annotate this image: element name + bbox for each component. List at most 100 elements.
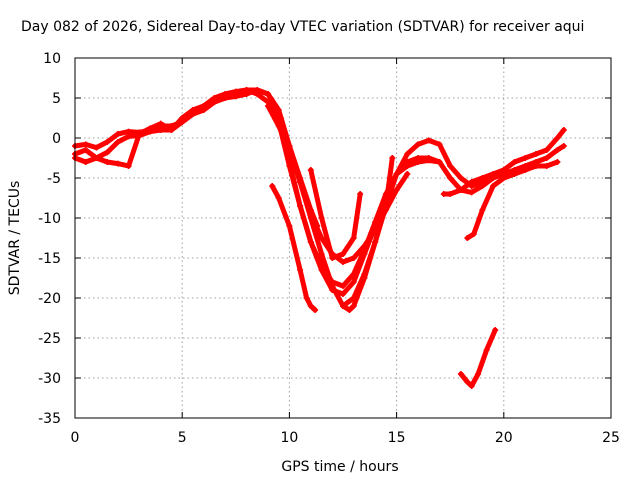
data-point bbox=[93, 144, 100, 151]
series-line bbox=[269, 99, 320, 229]
data-point bbox=[104, 149, 111, 156]
data-point bbox=[483, 347, 490, 353]
data-point bbox=[82, 159, 89, 165]
data-point bbox=[447, 163, 454, 169]
data-point bbox=[340, 251, 346, 257]
data-point bbox=[404, 171, 411, 177]
series-track-3 bbox=[72, 87, 443, 289]
data-point bbox=[286, 143, 293, 149]
data-point bbox=[522, 155, 529, 161]
data-point bbox=[125, 163, 132, 169]
data-point bbox=[511, 171, 518, 177]
data-point bbox=[350, 271, 357, 277]
data-point bbox=[277, 115, 284, 121]
data-point bbox=[361, 271, 368, 277]
data-point bbox=[232, 93, 239, 100]
series-line bbox=[308, 167, 363, 261]
data-point bbox=[468, 189, 475, 196]
data-point bbox=[222, 95, 229, 101]
y-tick-label: -30 bbox=[38, 371, 61, 387]
data-point bbox=[157, 120, 164, 127]
data-point bbox=[104, 159, 111, 165]
x-tick-label: 20 bbox=[495, 430, 513, 446]
data-point bbox=[436, 141, 443, 148]
plot-border bbox=[74, 57, 612, 419]
series-line bbox=[340, 155, 395, 309]
data-point bbox=[312, 307, 319, 313]
data-point bbox=[372, 239, 379, 245]
data-point bbox=[447, 191, 454, 197]
x-tick-label: 10 bbox=[280, 430, 298, 446]
data-point bbox=[479, 207, 486, 213]
data-point bbox=[82, 141, 89, 148]
data-point bbox=[440, 191, 447, 197]
data-point bbox=[382, 203, 389, 209]
data-point bbox=[389, 155, 396, 161]
data-point bbox=[297, 175, 304, 181]
series-track-8 bbox=[340, 155, 396, 309]
data-point bbox=[243, 91, 250, 97]
data-point bbox=[114, 139, 121, 145]
data-point bbox=[470, 231, 477, 237]
data-point bbox=[479, 183, 486, 189]
y-tick-label: -5 bbox=[47, 171, 61, 187]
data-point bbox=[468, 383, 475, 389]
data-point bbox=[179, 119, 186, 125]
data-point bbox=[264, 103, 271, 109]
data-point bbox=[500, 175, 507, 181]
data-point bbox=[307, 167, 314, 173]
axis-ticks: 0 5 10 15 20 25 -35 -30 -25 -20 -15 -10 -5 0 5 10 bbox=[38, 51, 620, 446]
data-point bbox=[500, 167, 507, 173]
data-point bbox=[393, 171, 400, 177]
data-point bbox=[269, 183, 276, 189]
data-point bbox=[297, 267, 304, 273]
data-point bbox=[350, 279, 357, 285]
data-point bbox=[393, 187, 400, 193]
y-tick-label: 5 bbox=[52, 91, 61, 107]
data-point bbox=[436, 159, 443, 165]
y-tick-label: -25 bbox=[38, 331, 61, 347]
data-point bbox=[114, 131, 121, 137]
series-track-10 bbox=[464, 159, 561, 241]
data-point bbox=[464, 379, 471, 385]
data-point bbox=[560, 143, 567, 149]
data-point bbox=[425, 157, 432, 164]
data-point bbox=[157, 127, 164, 133]
data-point bbox=[125, 133, 132, 140]
data-point bbox=[464, 235, 471, 241]
data-point bbox=[303, 295, 310, 301]
data-point bbox=[457, 371, 464, 377]
chart-title: Day 082 of 2026, Sidereal Day-to-day VTE… bbox=[21, 19, 584, 35]
data-point bbox=[269, 99, 276, 105]
data-point bbox=[314, 223, 321, 229]
data-point bbox=[404, 151, 411, 157]
data-point bbox=[490, 171, 497, 177]
data-point bbox=[307, 207, 314, 213]
data-point bbox=[275, 195, 282, 201]
data-point bbox=[114, 160, 121, 167]
data-point bbox=[264, 91, 271, 97]
y-tick-label: 0 bbox=[52, 131, 61, 147]
data-series bbox=[72, 87, 567, 389]
x-tick-label: 5 bbox=[178, 430, 187, 446]
data-point bbox=[147, 125, 154, 132]
data-point bbox=[340, 303, 346, 309]
y-tick-label: -20 bbox=[38, 291, 61, 307]
data-point bbox=[350, 235, 357, 241]
data-point bbox=[457, 187, 464, 193]
data-point bbox=[189, 111, 196, 117]
data-point bbox=[318, 263, 325, 269]
data-point bbox=[168, 127, 175, 133]
data-point bbox=[318, 235, 325, 241]
data-point bbox=[340, 259, 346, 265]
series-track-7 bbox=[307, 167, 364, 261]
data-point bbox=[447, 175, 454, 181]
data-point bbox=[104, 139, 111, 145]
series-track-6 bbox=[269, 183, 319, 313]
data-point bbox=[457, 175, 464, 181]
data-point bbox=[543, 163, 550, 169]
data-point bbox=[560, 127, 567, 133]
data-point bbox=[340, 283, 346, 289]
data-point bbox=[543, 147, 550, 153]
